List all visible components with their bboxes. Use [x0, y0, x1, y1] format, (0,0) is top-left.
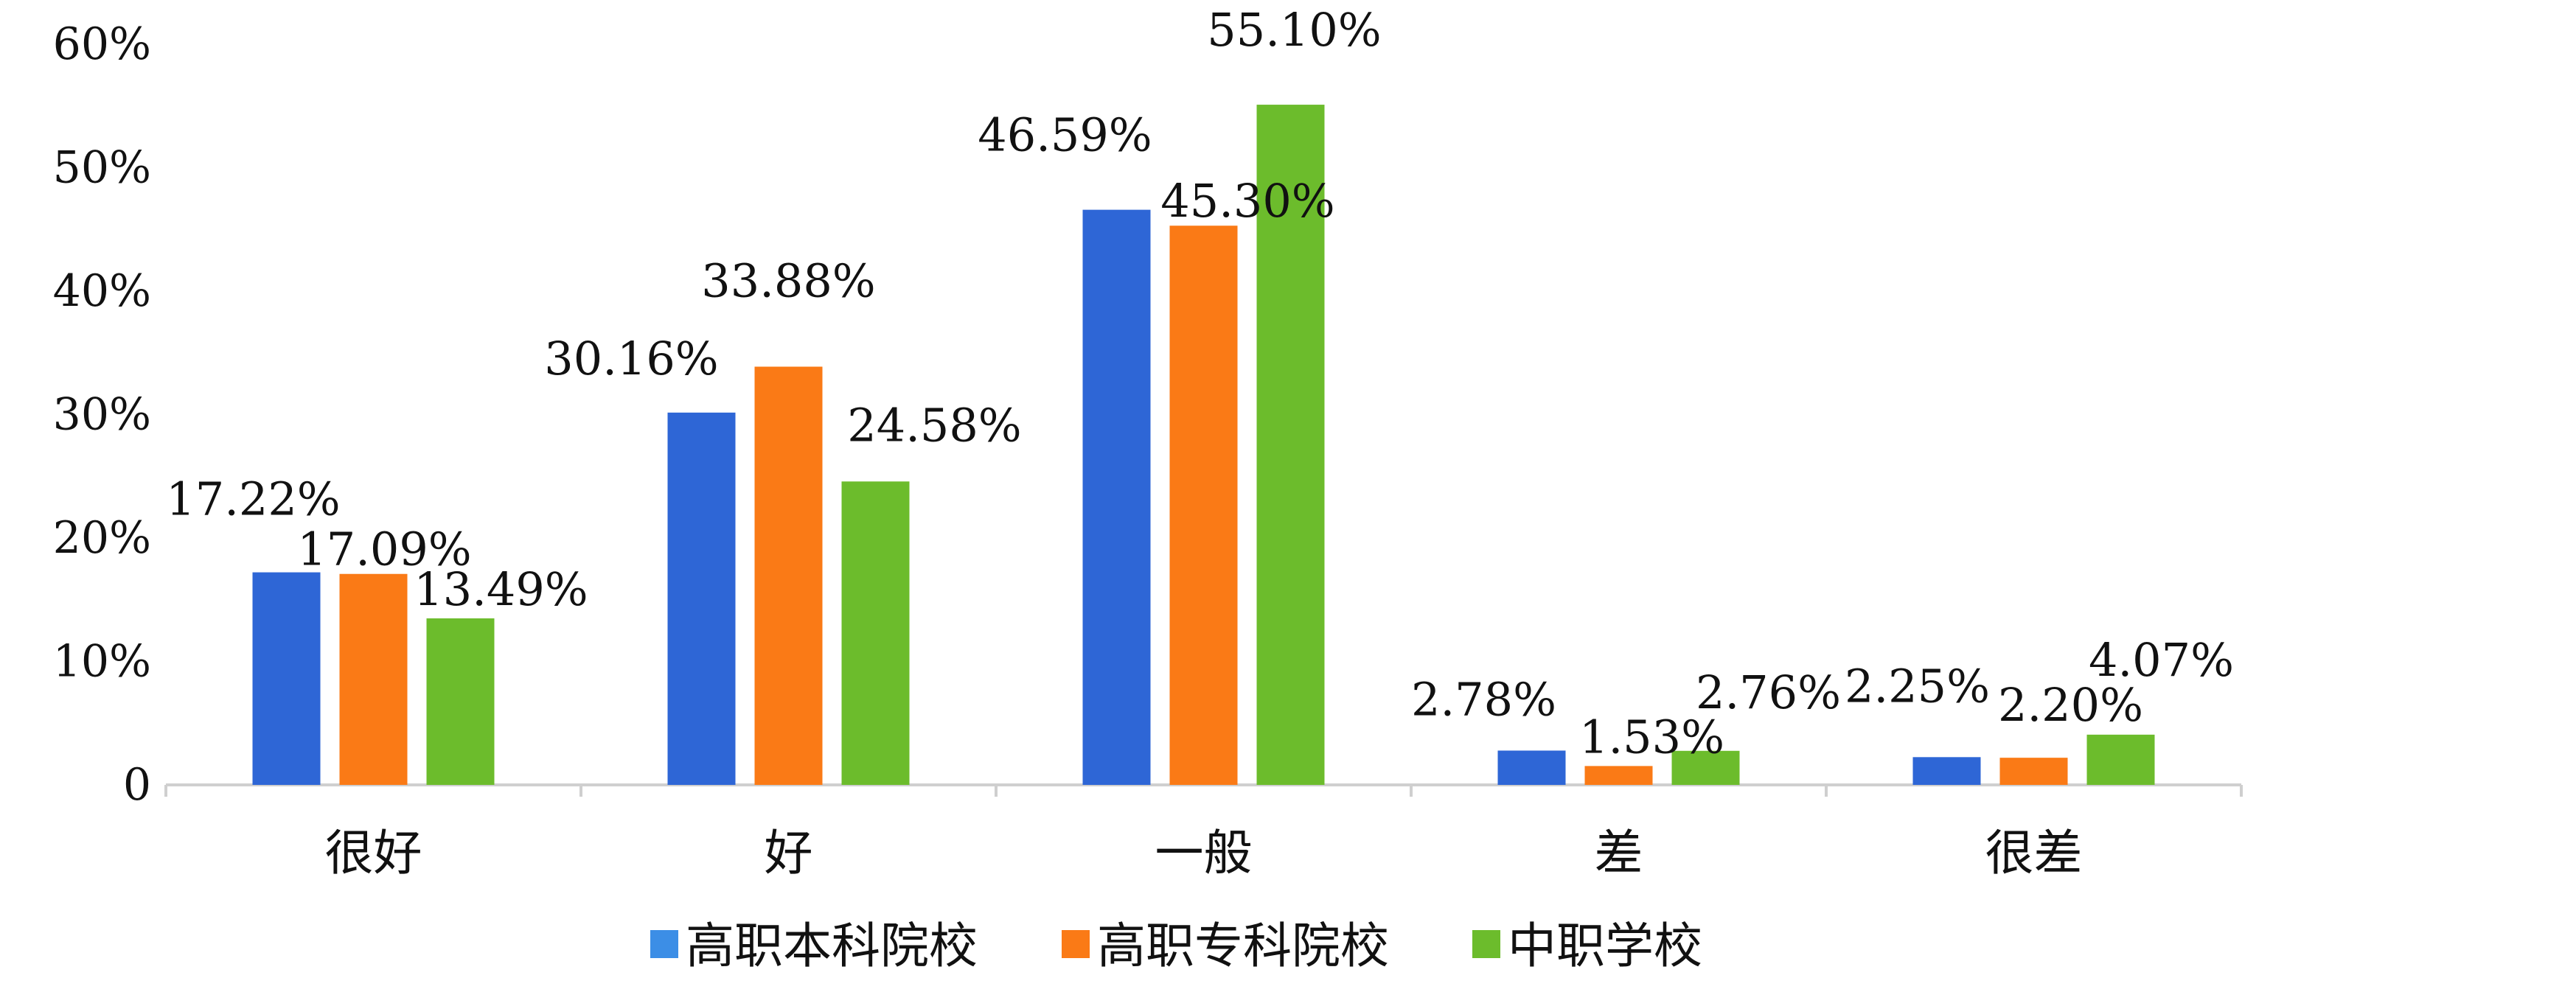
y-tick-label: 0: [123, 759, 151, 811]
data-label-3-5: 4.07%: [2089, 633, 2234, 687]
category-labels: 很好 好 一般 差 很差: [325, 825, 2083, 881]
category-label: 差: [1595, 825, 1643, 881]
bar-2-4: [1584, 766, 1653, 785]
bar-3-4: [1671, 750, 1740, 785]
category-label: 很好: [325, 825, 422, 881]
y-tick-label: 60%: [53, 18, 151, 70]
data-label-3-1: 13.49%: [414, 562, 588, 616]
data-label-3-3: 55.10%: [1207, 3, 1381, 57]
bar-3-2: [841, 481, 910, 785]
data-label-1-1: 17.22%: [166, 472, 340, 526]
bar-1-3: [1082, 209, 1151, 785]
data-label-1-5: 2.25%: [1845, 659, 1990, 713]
y-tick-label: 20%: [53, 512, 151, 564]
bar-2-3: [1169, 226, 1238, 786]
data-label-1-4: 2.78%: [1411, 672, 1556, 726]
data-label-1-2: 30.16%: [544, 332, 718, 385]
data-label-2-2: 33.88%: [701, 254, 875, 308]
bar-3-5: [2086, 734, 2155, 785]
bar-1-2: [667, 412, 736, 785]
legend-label: 高职本科院校: [686, 918, 978, 974]
y-tick-label: 40%: [53, 265, 151, 317]
bar-1-5: [1912, 757, 1981, 785]
y-tick-label: 50%: [53, 142, 151, 194]
x-axis-ticks: [164, 785, 2243, 797]
legend-item-2[interactable]: 高职专科院校: [1062, 918, 1389, 974]
bar-3-3: [1256, 105, 1325, 785]
data-label-3-2: 24.58%: [847, 398, 1021, 452]
category-label: 好: [765, 825, 813, 881]
bar-1-1: [252, 572, 321, 785]
legend-swatch: [650, 930, 678, 958]
data-label-1-3: 46.59%: [978, 108, 1152, 162]
data-label-2-4: 1.53%: [1579, 710, 1724, 764]
legend-swatch: [1062, 930, 1090, 958]
bar-3-1: [426, 618, 495, 785]
legend-label: 中职学校: [1508, 918, 1702, 974]
data-label-2-1: 17.09%: [297, 523, 471, 576]
category-label: 很差: [1985, 825, 2083, 881]
category-label: 一般: [1155, 825, 1253, 881]
bar-1-4: [1497, 750, 1566, 785]
data-label-3-4: 2.76%: [1696, 666, 1841, 719]
legend-item-1[interactable]: 高职本科院校: [650, 918, 978, 974]
y-axis-ticks: 0 10% 20% 30% 40% 50% 60%: [53, 18, 151, 811]
data-label-2-3: 45.30%: [1160, 174, 1334, 228]
y-tick-label: 30%: [53, 389, 151, 441]
legend-swatch: [1472, 930, 1500, 958]
legend-label: 高职专科院校: [1097, 918, 1389, 974]
legend[interactable]: 高职本科院校 高职专科院校 中职学校: [650, 918, 1702, 974]
bar-2-2: [754, 366, 823, 785]
bar-2-1: [339, 573, 408, 785]
legend-item-3[interactable]: 中职学校: [1472, 918, 1702, 974]
bars: [252, 105, 2155, 786]
data-labels: 17.22%17.09%13.49% 30.16% 33.88% 24.58% 46.5…: [166, 3, 2234, 764]
data-label-2-5: 2.20%: [1998, 678, 2143, 732]
y-tick-label: 10%: [53, 636, 151, 688]
bar-2-5: [1999, 758, 2068, 785]
